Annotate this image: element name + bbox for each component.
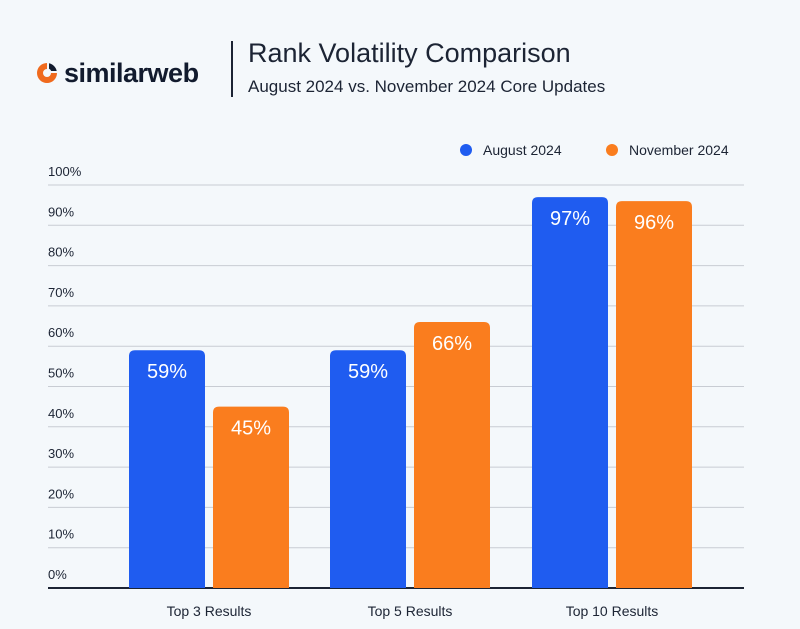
y-tick-label: 80% <box>48 245 74 260</box>
bar-value-label: 97% <box>550 208 590 230</box>
bars: 59% 45% 59% 66% 97% 96% <box>129 197 692 588</box>
y-tick-label: 60% <box>48 325 74 340</box>
bar-value-label: 45% <box>231 418 271 440</box>
bar <box>616 201 692 588</box>
brand-name: similarweb <box>64 58 199 88</box>
bar-value-label: 66% <box>432 333 472 355</box>
chart-title: Rank Volatility Comparison <box>248 38 571 68</box>
legend-swatch <box>606 144 618 156</box>
similarweb-logo-icon <box>37 63 57 83</box>
bar <box>129 350 205 588</box>
header-divider <box>231 41 233 97</box>
bar <box>532 197 608 588</box>
legend: August 2024 November 2024 <box>460 142 729 158</box>
bar-value-label: 59% <box>348 361 388 383</box>
bar <box>213 406 289 588</box>
legend-swatch <box>460 144 472 156</box>
y-tick-label: 0% <box>48 567 67 582</box>
legend-label: August 2024 <box>483 142 562 158</box>
x-category-label: Top 3 Results <box>167 603 252 619</box>
bar <box>330 350 406 588</box>
y-tick-label: 70% <box>48 285 74 300</box>
x-category-label: Top 10 Results <box>566 603 659 619</box>
legend-label: November 2024 <box>629 142 729 158</box>
y-tick-label: 100% <box>48 164 82 179</box>
y-axis-ticks: 0% 10% 20% 30% 40% 50% 60% 70% 80% 90% 100% <box>48 164 82 582</box>
x-axis-categories: Top 3 Results Top 5 Results Top 10 Results <box>167 603 659 619</box>
y-tick-label: 50% <box>48 366 74 381</box>
y-tick-label: 20% <box>48 486 74 501</box>
bar <box>414 322 490 588</box>
y-tick-label: 90% <box>48 204 74 219</box>
y-tick-label: 10% <box>48 527 74 542</box>
similarweb-logo: similarweb <box>36 58 199 88</box>
chart-subtitle: August 2024 vs. November 2024 Core Updat… <box>248 77 606 96</box>
chart-header: similarweb Rank Volatility Comparison Au… <box>0 0 800 110</box>
bar-value-label: 59% <box>147 361 187 383</box>
bar-value-label: 96% <box>634 212 674 234</box>
y-tick-label: 40% <box>48 406 74 421</box>
x-category-label: Top 5 Results <box>368 603 453 619</box>
y-tick-label: 30% <box>48 446 74 461</box>
